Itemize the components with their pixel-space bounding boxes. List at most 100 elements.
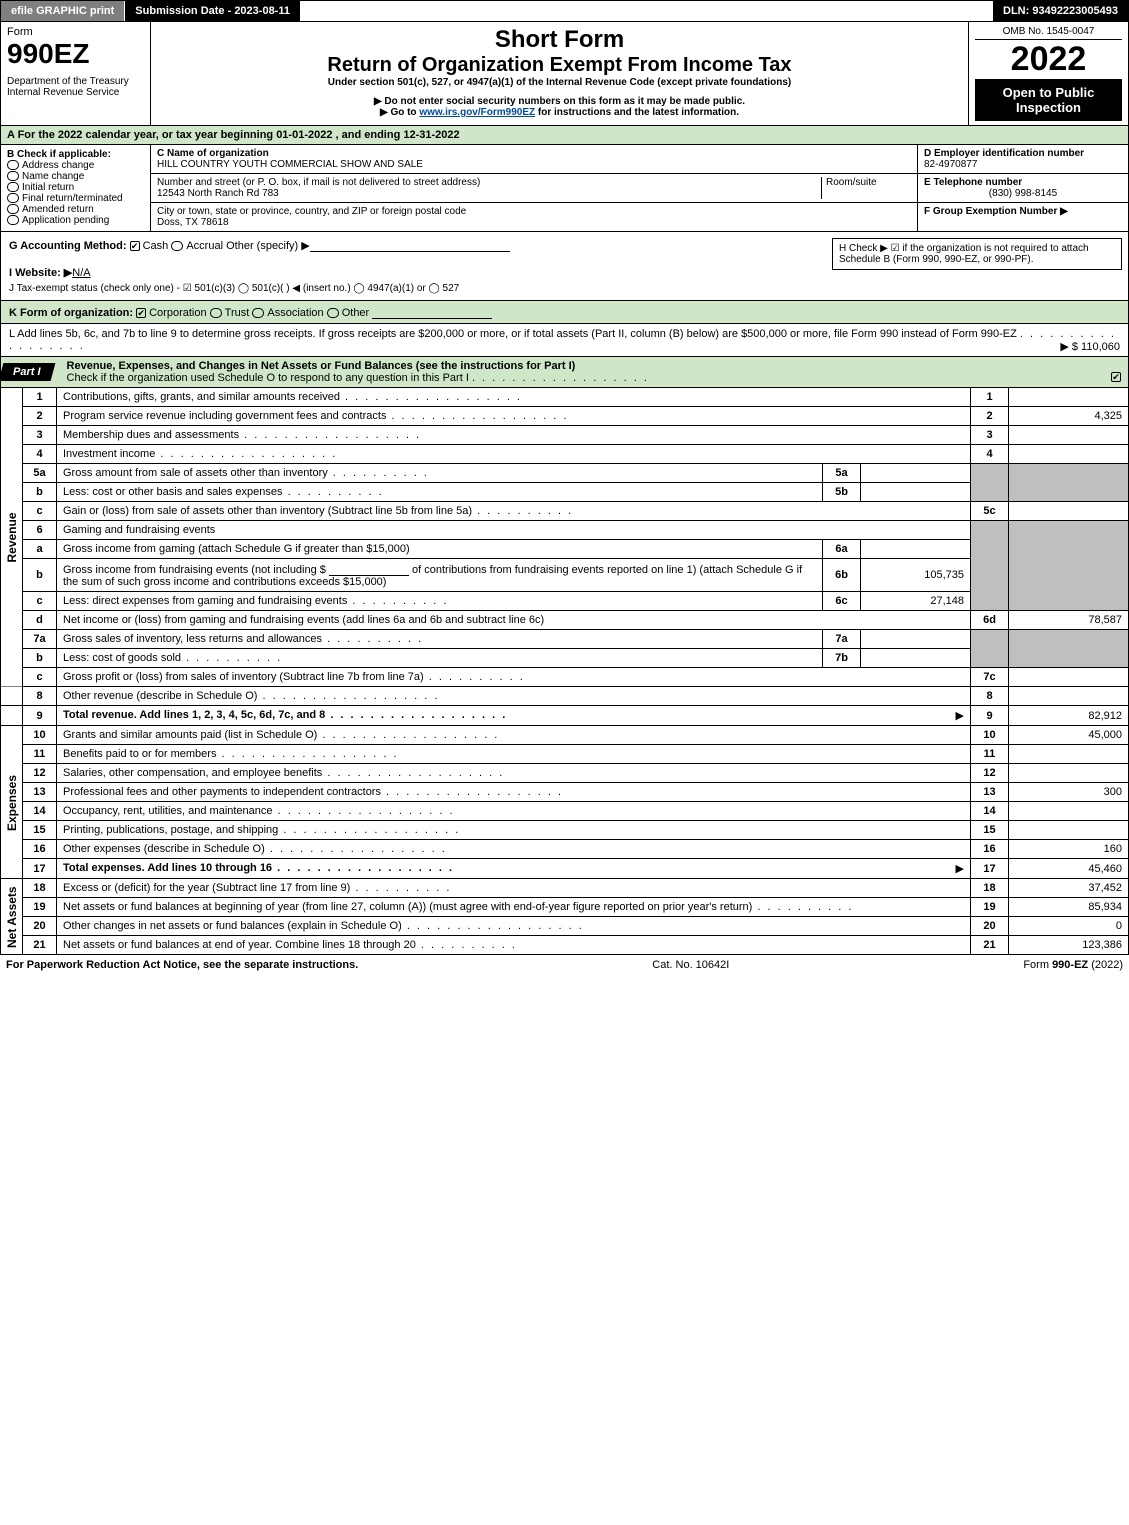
form-word: Form	[7, 26, 144, 38]
line18-value: 37,452	[1009, 879, 1129, 898]
return-title: Return of Organization Exempt From Incom…	[157, 54, 962, 77]
section-a-tax-year: A For the 2022 calendar year, or tax yea…	[0, 126, 1129, 145]
section-k-form-org: K Form of organization: Corporation Trus…	[0, 301, 1129, 324]
org-info-grid: B Check if applicable: Address change Na…	[0, 145, 1129, 232]
label-phone: E Telephone number	[924, 177, 1022, 188]
table-row: 11 Benefits paid to or for members 11	[1, 745, 1129, 764]
label-ein: D Employer identification number	[924, 148, 1084, 159]
table-row: c Gross profit or (loss) from sales of i…	[1, 668, 1129, 687]
line3-value	[1009, 426, 1129, 445]
org-street: 12543 North Ranch Rd 783	[157, 188, 279, 199]
table-row: 6 Gaming and fundraising events	[1, 521, 1129, 540]
checkbox-amended-return[interactable]	[7, 204, 19, 214]
table-row: 9 Total revenue. Add lines 1, 2, 3, 4, 5…	[1, 706, 1129, 726]
header-note1: ▶ Do not enter social security numbers o…	[157, 96, 962, 107]
line5b-value	[861, 483, 971, 502]
checkbox-name-change[interactable]	[7, 171, 19, 181]
table-row: 17 Total expenses. Add lines 10 through …	[1, 859, 1129, 879]
table-row: Revenue 1 Contributions, gifts, grants, …	[1, 388, 1129, 407]
efile-print-button[interactable]: efile GRAPHIC print	[1, 1, 125, 21]
other-org-input[interactable]	[372, 305, 492, 319]
part1-table: Revenue 1 Contributions, gifts, grants, …	[0, 388, 1129, 955]
checkbox-association[interactable]	[252, 308, 264, 318]
tax-year: 2022	[975, 40, 1122, 79]
checkbox-final-return[interactable]	[7, 193, 19, 203]
section-b-checkboxes: B Check if applicable: Address change Na…	[1, 145, 151, 231]
checkbox-accrual[interactable]	[171, 241, 183, 251]
room-suite-label: Room/suite	[821, 177, 911, 199]
phone-value: (830) 998-8145	[924, 188, 1122, 199]
header-subtitle: Under section 501(c), 527, or 4947(a)(1)…	[157, 77, 962, 88]
gross-receipts-amount: ▶ $ 110,060	[1060, 340, 1120, 353]
line16-value: 160	[1009, 840, 1129, 859]
table-row: 7a Gross sales of inventory, less return…	[1, 630, 1129, 649]
line7b-value	[861, 649, 971, 668]
website-value: N/A	[72, 267, 90, 279]
ghij-block: H Check ▶ ☑ if the organization is not r…	[0, 232, 1129, 301]
table-row: 13 Professional fees and other payments …	[1, 783, 1129, 802]
label-group-exemption: F Group Exemption Number ▶	[924, 206, 1068, 217]
line14-value	[1009, 802, 1129, 821]
line12-value	[1009, 764, 1129, 783]
part1-header: Part I Revenue, Expenses, and Changes in…	[0, 357, 1129, 388]
checkbox-initial-return[interactable]	[7, 182, 19, 192]
line10-value: 45,000	[1009, 726, 1129, 745]
dln-label: DLN: 93492223005493	[993, 1, 1128, 21]
table-row: b Less: cost or other basis and sales ex…	[1, 483, 1129, 502]
org-name: HILL COUNTRY YOUTH COMMERCIAL SHOW AND S…	[157, 159, 423, 170]
table-row: 15 Printing, publications, postage, and …	[1, 821, 1129, 840]
open-to-public: Open to Public Inspection	[975, 79, 1122, 121]
line11-value	[1009, 745, 1129, 764]
line17-value: 45,460	[1009, 859, 1129, 879]
table-row: b Less: cost of goods sold 7b	[1, 649, 1129, 668]
checkbox-schedule-o[interactable]	[1111, 372, 1121, 382]
net-assets-label: Net Assets	[1, 879, 23, 955]
irs-link[interactable]: www.irs.gov/Form990EZ	[419, 107, 535, 118]
page-footer: For Paperwork Reduction Act Notice, see …	[0, 955, 1129, 975]
checkbox-corporation[interactable]	[136, 308, 146, 318]
footer-form-ref: Form 990-EZ (2022)	[1023, 959, 1123, 971]
label-street: Number and street (or P. O. box, if mail…	[157, 177, 480, 188]
header-note2: ▶ Go to www.irs.gov/Form990EZ for instru…	[157, 107, 962, 118]
checkbox-application-pending[interactable]	[7, 215, 19, 225]
line20-value: 0	[1009, 917, 1129, 936]
section-j-tax-exempt: J Tax-exempt status (check only one) - ☑…	[9, 283, 1120, 294]
table-row: 4 Investment income 4	[1, 445, 1129, 464]
footer-left: For Paperwork Reduction Act Notice, see …	[6, 959, 358, 971]
checkbox-cash[interactable]	[130, 241, 140, 251]
table-row: c Less: direct expenses from gaming and …	[1, 592, 1129, 611]
line8-value	[1009, 687, 1129, 706]
table-row: 5a Gross amount from sale of assets othe…	[1, 464, 1129, 483]
table-row: Net Assets 18 Excess or (deficit) for th…	[1, 879, 1129, 898]
line21-value: 123,386	[1009, 936, 1129, 955]
table-row: 3 Membership dues and assessments 3	[1, 426, 1129, 445]
table-row: a Gross income from gaming (attach Sched…	[1, 540, 1129, 559]
table-row: c Gain or (loss) from sale of assets oth…	[1, 502, 1129, 521]
form-number: 990EZ	[7, 38, 144, 70]
line1-value	[1009, 388, 1129, 407]
submission-date-label: Submission Date - 2023-08-11	[125, 1, 301, 21]
table-row: 12 Salaries, other compensation, and emp…	[1, 764, 1129, 783]
checkbox-trust[interactable]	[210, 308, 222, 318]
dept-treasury: Department of the Treasury	[7, 76, 144, 87]
checkbox-other-org[interactable]	[327, 308, 339, 318]
line7c-value	[1009, 668, 1129, 687]
line6d-value: 78,587	[1009, 611, 1129, 630]
line5c-value	[1009, 502, 1129, 521]
table-row: 19 Net assets or fund balances at beginn…	[1, 898, 1129, 917]
line6b-value: 105,735	[861, 559, 971, 592]
other-method-input[interactable]	[310, 238, 510, 252]
revenue-label: Revenue	[1, 388, 23, 687]
table-row: Expenses 10 Grants and similar amounts p…	[1, 726, 1129, 745]
line6b-contrib-input[interactable]	[329, 562, 409, 576]
line4-value	[1009, 445, 1129, 464]
checkbox-address-change[interactable]	[7, 160, 19, 170]
section-l-gross-receipts: L Add lines 5b, 6c, and 7b to line 9 to …	[0, 324, 1129, 357]
line7a-value	[861, 630, 971, 649]
top-bar: efile GRAPHIC print Submission Date - 20…	[0, 0, 1129, 22]
expenses-label: Expenses	[1, 726, 23, 879]
label-org-name: C Name of organization	[157, 148, 269, 159]
table-row: b Gross income from fundraising events (…	[1, 559, 1129, 592]
line6a-value	[861, 540, 971, 559]
line13-value: 300	[1009, 783, 1129, 802]
